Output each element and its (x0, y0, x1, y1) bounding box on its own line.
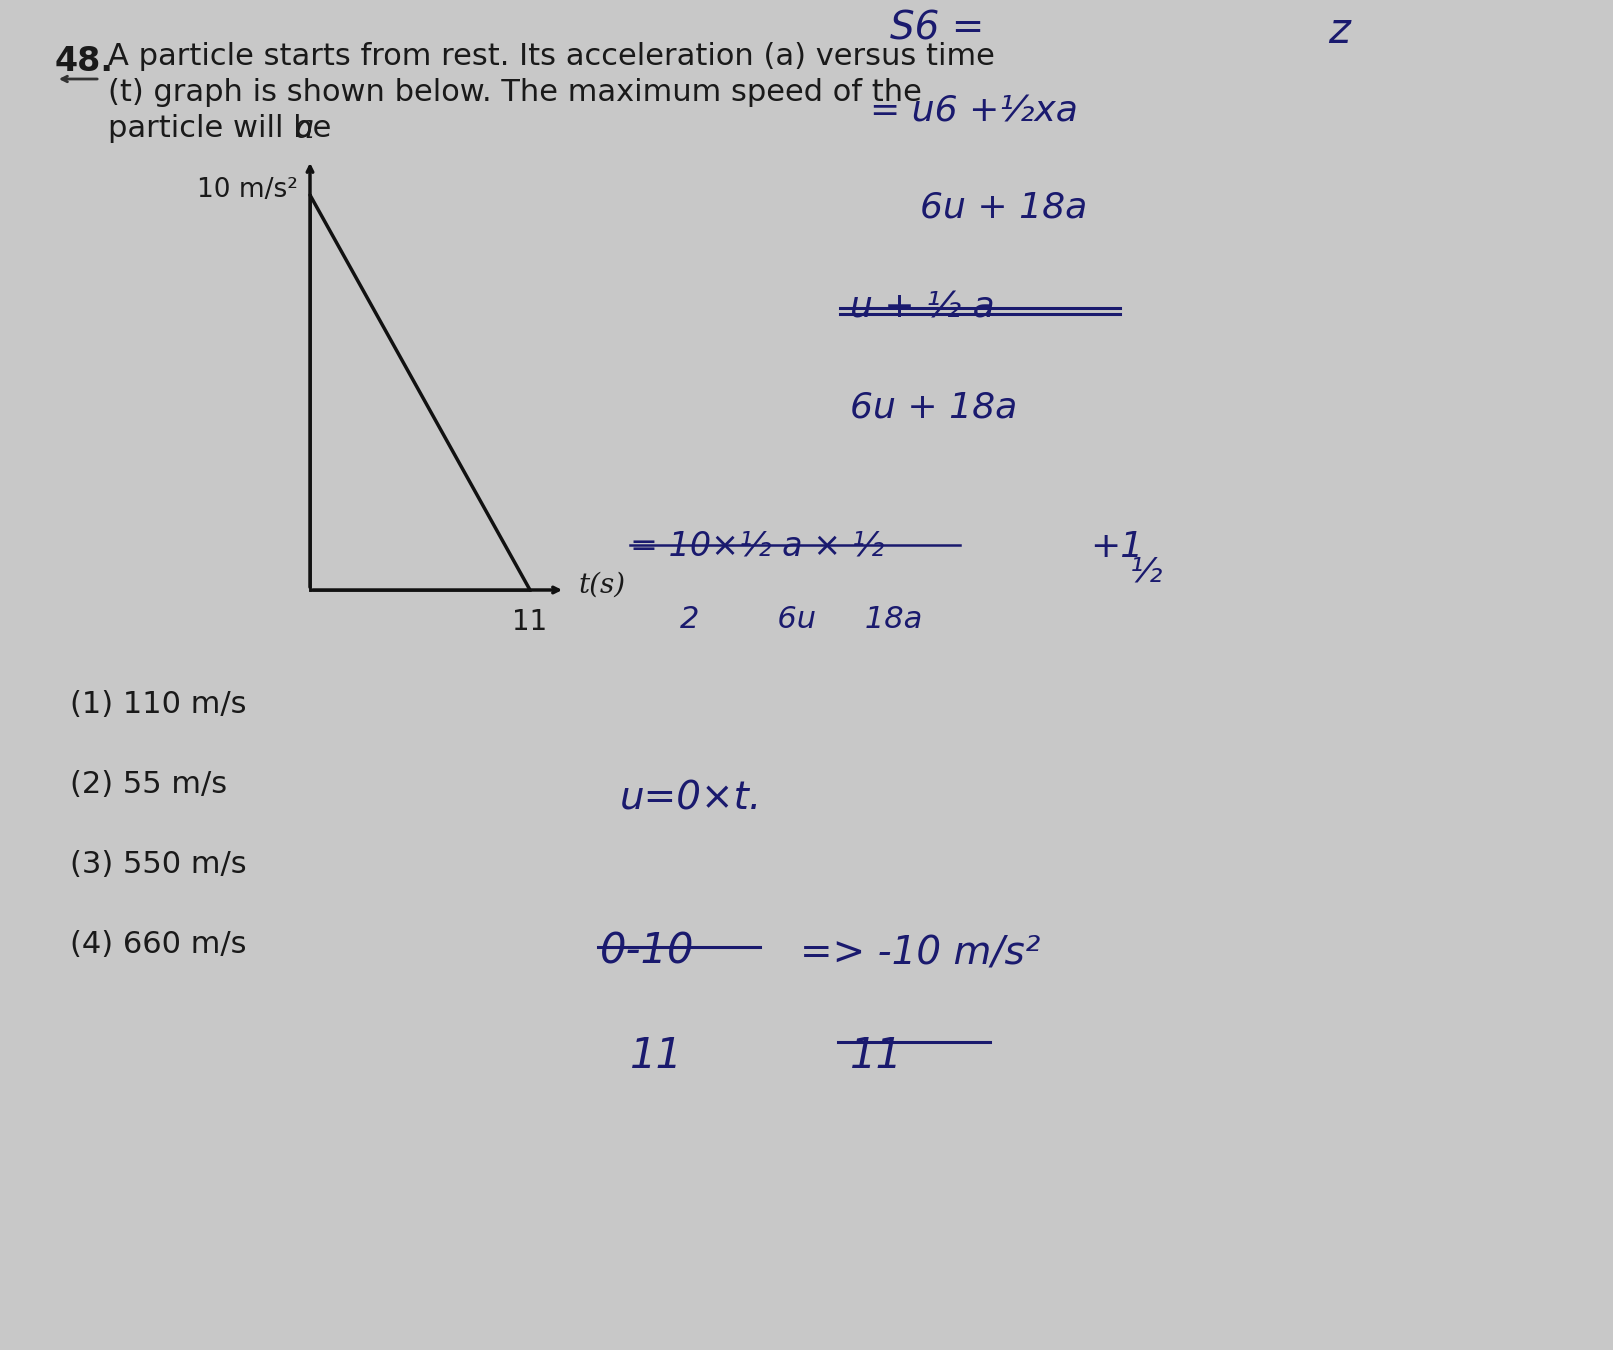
Text: (t) graph is shown below. The maximum speed of the: (t) graph is shown below. The maximum sp… (108, 78, 923, 107)
Text: => -10 m/s²: => -10 m/s² (800, 936, 1040, 973)
Text: 11: 11 (631, 1035, 682, 1077)
Text: = 10×½ a × ½: = 10×½ a × ½ (631, 531, 884, 563)
Text: u + ½ a: u + ½ a (850, 290, 995, 324)
Text: (1) 110 m/s: (1) 110 m/s (69, 690, 247, 720)
Text: = u6 +½xa: = u6 +½xa (869, 95, 1077, 130)
Text: A particle starts from rest. Its acceleration (a) versus time: A particle starts from rest. Its acceler… (108, 42, 995, 72)
Text: 2        6u     18a: 2 6u 18a (681, 605, 923, 634)
Text: +1: +1 (1090, 531, 1144, 564)
Text: a: a (295, 113, 315, 144)
Text: 10 m/s²: 10 m/s² (197, 177, 298, 202)
Text: z: z (1327, 9, 1350, 53)
Text: (4) 660 m/s: (4) 660 m/s (69, 930, 247, 958)
Text: 11: 11 (850, 1035, 903, 1077)
Text: 48.: 48. (55, 45, 115, 78)
Text: 0-10: 0-10 (600, 930, 695, 972)
Text: (3) 550 m/s: (3) 550 m/s (69, 850, 247, 879)
Text: ½: ½ (1131, 555, 1163, 589)
Text: 11: 11 (513, 608, 548, 636)
Text: 6u + 18a: 6u + 18a (919, 190, 1087, 224)
Text: 6u + 18a: 6u + 18a (850, 390, 1018, 424)
Text: u=0×t.: u=0×t. (619, 780, 763, 818)
Text: S6 =: S6 = (890, 9, 984, 49)
Text: t(s): t(s) (577, 571, 626, 598)
Text: (2) 55 m/s: (2) 55 m/s (69, 769, 227, 799)
Text: particle will be: particle will be (108, 113, 331, 143)
